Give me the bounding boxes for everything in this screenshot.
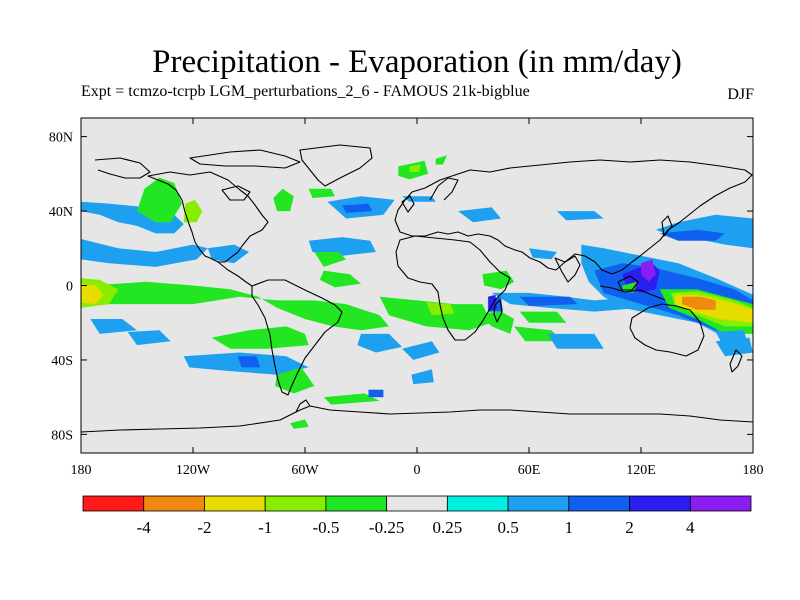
y-tick-label: 80S [51,428,73,443]
coastline-japan [661,215,673,237]
contour-region-40 [458,207,501,223]
contour-region-16 [81,283,104,305]
coastline-australia [629,303,705,357]
contour-region-35 [519,296,578,306]
colorbar-label: -4 [137,518,152,537]
colorbar-label: -1 [258,518,272,537]
contour-region-2 [137,177,182,223]
chart-subtitle: Expt = tcmzo-tcrpb LGM_perturbations_2_6… [81,83,530,100]
x-tick-label: 60W [291,463,319,478]
contour-region-22 [90,319,137,334]
contour-region-17 [211,326,309,349]
coastline-hudson-bay [221,185,251,201]
colorbar-swatch [446,495,509,512]
contour-region-25 [357,333,403,353]
colorbar-swatch [264,495,327,512]
x-tick-label: 180 [743,463,764,478]
colorbar-label: 0.5 [497,518,518,537]
contour-region-4 [273,188,294,212]
colorbar-label: 2 [625,518,634,537]
coastline-madagascar [493,299,503,323]
chart-title: Precipitation - Evaporation (in mm/day) [152,44,682,80]
colorbar-swatch [386,495,448,512]
contour-region-53 [682,296,716,310]
contour-region-1 [81,239,208,267]
contour-region-27 [411,369,434,385]
y-tick-label: 0 [66,280,73,295]
contour-region-5 [207,244,249,264]
colorbar-swatch [204,495,266,512]
coastline-antarctica [81,405,753,433]
contour-region-23 [323,393,380,405]
season-label: DJF [727,86,754,103]
colorbar-label: -0.5 [312,518,339,537]
colorbar-swatch [325,495,388,512]
coastline-eurasia [394,159,753,275]
contour-region-42 [557,211,604,221]
coastline-india [554,255,581,283]
coastline-alaska [94,157,151,179]
colorbar-label: 4 [686,518,695,537]
contour-region-13 [409,164,421,172]
coastline-central-america [217,261,253,287]
contour-region-36 [519,311,567,323]
colorbar: -4 -2 -1 -0.5 -0.25 0.25 0.5 1 2 4 [82,495,752,537]
x-tick-label: 180 [71,463,92,478]
contour-region-9 [342,203,373,213]
contour-region-57 [435,155,447,165]
colorbar-swatch [689,495,752,512]
contour-region-31 [478,311,515,334]
x-tick-label: 60E [518,463,541,478]
y-tick-label: 40N [49,205,73,220]
colorbar-label: 0.25 [432,518,462,537]
coastline-borneo [617,275,639,291]
contour-region-26 [402,341,440,360]
colorbar-swatch [143,495,205,512]
colorbar-swatch [568,495,630,512]
colorbar-label: -2 [197,518,211,537]
contour-region-3 [183,199,203,223]
coastline-antarctic-peninsula [295,399,311,413]
contour-region-43 [529,248,557,260]
x-tick-label: 0 [414,463,421,478]
colorbar-swatch [82,495,145,512]
colorbar-swatch [507,495,570,512]
contour-region-6 [308,237,376,256]
coastline-scandinavia [429,177,459,201]
contour-region-20 [237,356,261,368]
contour-region-55 [715,330,750,349]
contour-region-0 [81,201,184,234]
coastlines [81,144,753,433]
y-tick-label: 80N [49,131,73,146]
contour-region-29 [426,302,455,316]
x-tick-label: 120W [176,463,211,478]
contour-region-7 [314,252,347,267]
contour-fills [81,155,753,429]
contour-region-10 [308,188,335,198]
x-tick-label: 120E [626,463,656,478]
contour-region-14 [81,281,389,331]
contour-region-49 [641,259,656,282]
y-tick-label: 40S [51,354,73,369]
coastline-africa [395,235,511,341]
coastline-indonesia [599,285,666,301]
colorbar-swatch [629,495,691,512]
coastline-south-america [251,279,343,396]
axis-ticks: 180 120W 60W 0 60E 120E 180 80N 40N 0 40S 80S [49,118,764,478]
contour-region-45 [659,229,725,241]
coastline-british-isles [401,195,415,213]
contour-region-24 [290,419,309,429]
coastline-greenland [299,144,373,187]
contour-region-38 [547,333,604,349]
contour-region-11 [319,270,361,288]
contour-region-56 [368,389,384,398]
coastline-arctic-islands [189,149,301,169]
colorbar-label: 1 [565,518,574,537]
contour-region-18 [127,330,171,346]
colorbar-label: -0.25 [369,518,404,537]
coastline-new-zealand [729,349,743,373]
